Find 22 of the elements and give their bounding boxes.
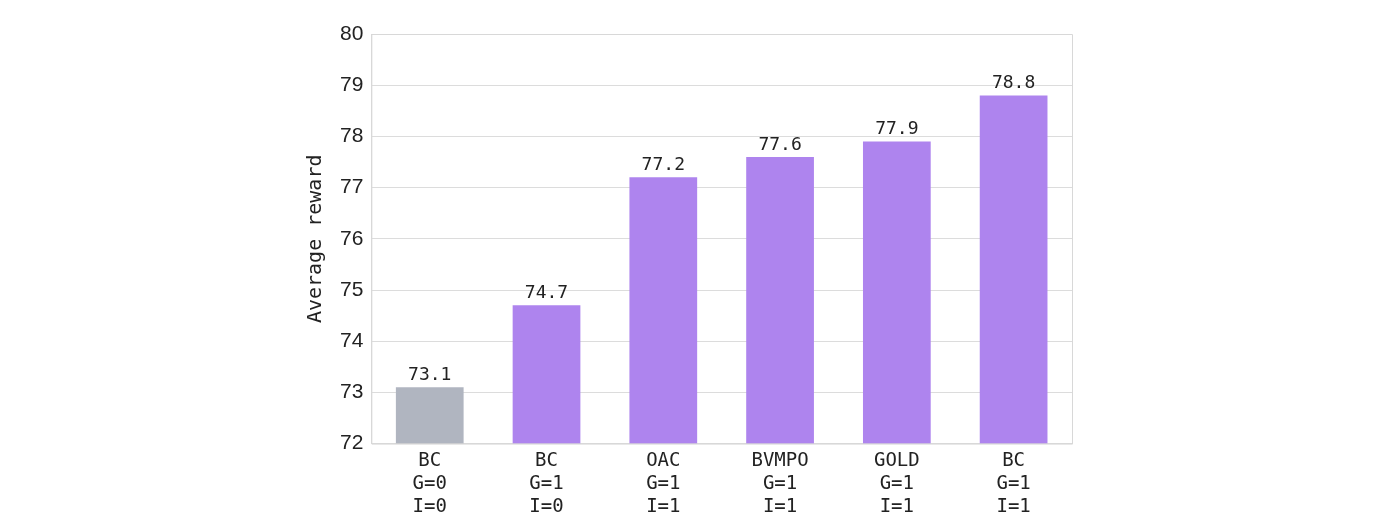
y-tick-label: 76 xyxy=(340,225,364,249)
x-tick-label: GOLD G=1 I=1 xyxy=(873,447,920,516)
data-label: 77.9 xyxy=(875,117,919,139)
x-tick-label: BC G=0 I=0 xyxy=(412,447,447,516)
y-tick-label: 80 xyxy=(340,20,364,44)
y-tick-label: 77 xyxy=(340,174,364,198)
data-label: 74.7 xyxy=(524,281,569,303)
x-tick-label: BC G=1 I=0 xyxy=(529,447,564,516)
x-tick-label: BC G=1 I=1 xyxy=(996,447,1031,516)
y-axis-title: Average reward xyxy=(302,154,327,324)
x-tick-label: OAC G=1 I=1 xyxy=(646,447,681,516)
y-tick-label: 78 xyxy=(340,123,364,147)
y-tick-label: 79 xyxy=(340,72,364,95)
data-label: 77.2 xyxy=(641,153,685,175)
data-label: 73.1 xyxy=(408,362,452,384)
data-label: 77.6 xyxy=(758,132,802,154)
y-tick-label: 74 xyxy=(340,328,364,351)
y-tick-label: 75 xyxy=(340,276,364,300)
x-tick-label: BVMPO G=1 I=1 xyxy=(751,447,809,516)
data-label: 78.8 xyxy=(991,71,1036,93)
y-tick-label: 72 xyxy=(340,430,364,454)
y-tick-label: 73 xyxy=(340,379,364,403)
